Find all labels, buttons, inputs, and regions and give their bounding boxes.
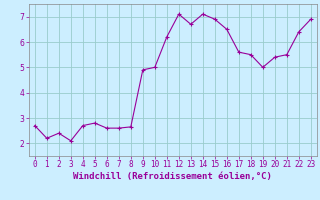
X-axis label: Windchill (Refroidissement éolien,°C): Windchill (Refroidissement éolien,°C)	[73, 172, 272, 181]
